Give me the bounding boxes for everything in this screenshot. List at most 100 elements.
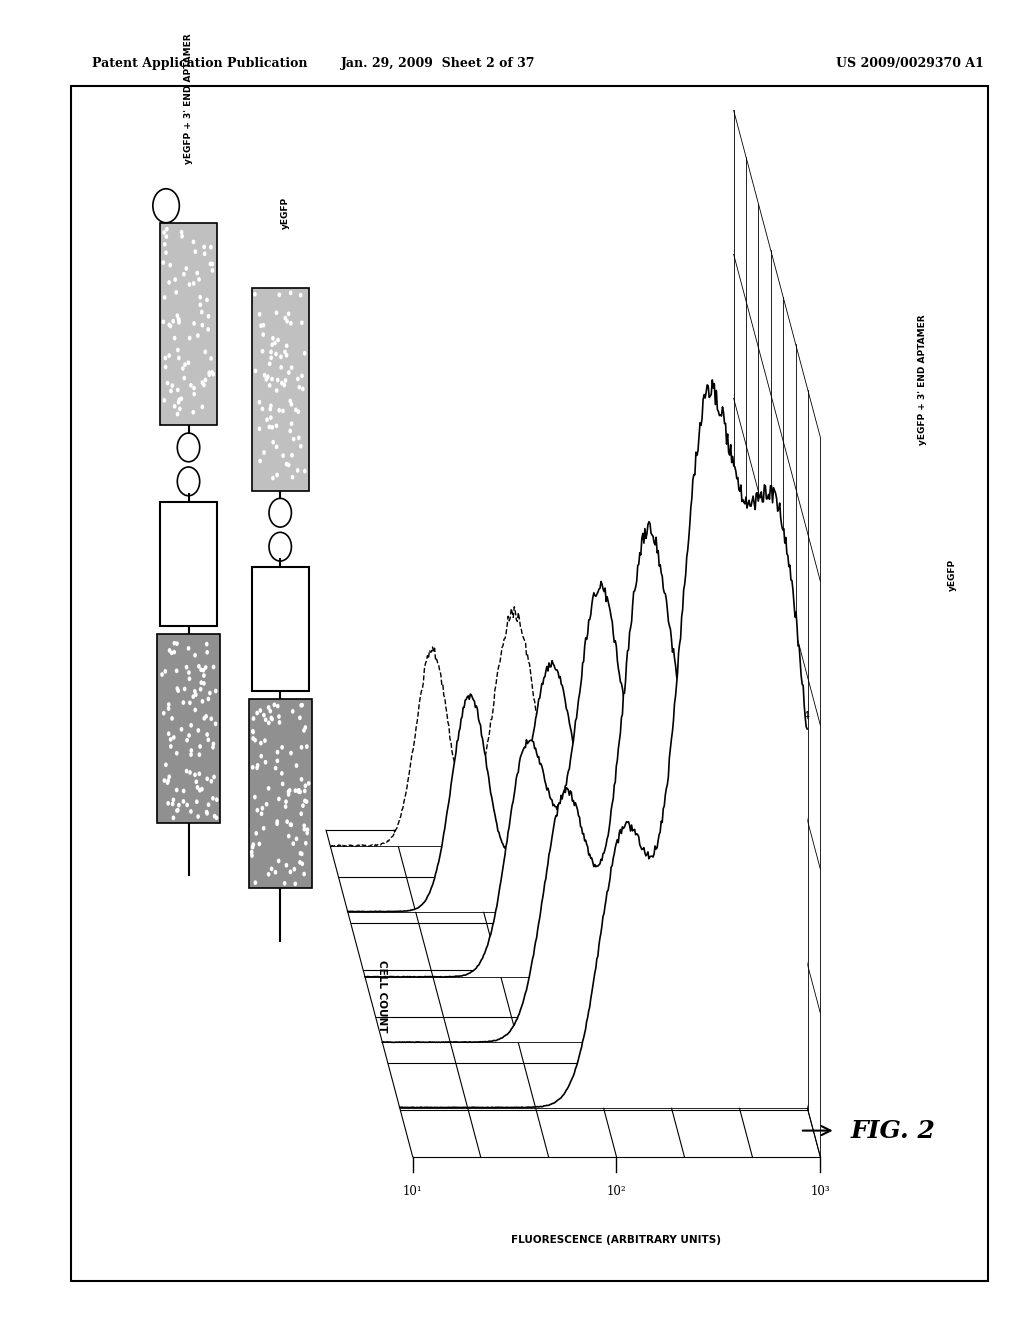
Circle shape xyxy=(302,826,306,832)
Circle shape xyxy=(254,368,257,374)
Circle shape xyxy=(175,313,179,318)
Circle shape xyxy=(300,862,304,866)
Circle shape xyxy=(292,437,296,441)
Circle shape xyxy=(289,822,292,826)
Circle shape xyxy=(189,809,193,814)
Circle shape xyxy=(273,870,278,875)
Circle shape xyxy=(176,808,179,813)
Text: 2: 2 xyxy=(768,656,775,667)
Circle shape xyxy=(211,268,214,273)
Circle shape xyxy=(191,694,196,700)
Circle shape xyxy=(165,234,168,239)
Circle shape xyxy=(182,376,186,380)
Circle shape xyxy=(168,263,172,268)
Circle shape xyxy=(202,383,206,387)
Circle shape xyxy=(198,752,202,756)
Circle shape xyxy=(290,421,294,426)
Circle shape xyxy=(274,445,279,449)
Circle shape xyxy=(164,251,168,255)
Circle shape xyxy=(290,822,293,828)
Circle shape xyxy=(256,763,259,768)
Circle shape xyxy=(267,425,271,429)
Circle shape xyxy=(272,702,276,708)
Circle shape xyxy=(189,383,193,388)
Circle shape xyxy=(202,673,206,678)
Polygon shape xyxy=(365,582,773,977)
Circle shape xyxy=(199,686,203,692)
Circle shape xyxy=(188,770,191,775)
Circle shape xyxy=(194,772,197,777)
Circle shape xyxy=(269,350,272,354)
Circle shape xyxy=(199,302,202,308)
Circle shape xyxy=(285,863,288,867)
Circle shape xyxy=(289,399,292,403)
Circle shape xyxy=(203,715,206,721)
Circle shape xyxy=(199,744,202,748)
Circle shape xyxy=(199,294,202,300)
Circle shape xyxy=(167,731,171,737)
Circle shape xyxy=(187,282,191,286)
Circle shape xyxy=(172,797,175,803)
Circle shape xyxy=(196,333,200,338)
Circle shape xyxy=(167,706,170,711)
Circle shape xyxy=(167,354,171,358)
Circle shape xyxy=(298,861,302,865)
Circle shape xyxy=(172,649,176,655)
Circle shape xyxy=(191,239,196,244)
Circle shape xyxy=(177,803,181,808)
Circle shape xyxy=(289,751,293,755)
Circle shape xyxy=(280,771,284,776)
Circle shape xyxy=(207,314,210,318)
Circle shape xyxy=(275,820,280,824)
Text: 3: 3 xyxy=(784,645,792,656)
Circle shape xyxy=(196,785,200,789)
Text: FLUORESCENCE (ARBITRARY UNITS): FLUORESCENCE (ARBITRARY UNITS) xyxy=(511,1236,722,1245)
Text: 10²: 10² xyxy=(606,1185,627,1199)
Circle shape xyxy=(261,333,265,337)
Circle shape xyxy=(284,378,288,383)
Circle shape xyxy=(268,362,271,366)
Circle shape xyxy=(206,776,209,781)
Circle shape xyxy=(214,689,217,693)
Text: 10³: 10³ xyxy=(810,1185,830,1199)
Circle shape xyxy=(162,260,165,265)
Circle shape xyxy=(258,709,262,713)
Circle shape xyxy=(200,668,203,672)
Circle shape xyxy=(163,779,166,783)
Circle shape xyxy=(209,244,213,249)
Circle shape xyxy=(297,436,301,440)
Circle shape xyxy=(289,290,293,296)
Circle shape xyxy=(263,738,267,743)
Circle shape xyxy=(198,277,201,281)
Circle shape xyxy=(198,771,201,776)
Circle shape xyxy=(251,845,254,850)
Circle shape xyxy=(274,310,279,315)
Circle shape xyxy=(173,404,176,409)
Circle shape xyxy=(181,700,185,705)
Circle shape xyxy=(303,788,306,793)
Circle shape xyxy=(189,752,193,756)
Circle shape xyxy=(169,323,172,329)
Circle shape xyxy=(193,392,196,396)
Circle shape xyxy=(210,717,213,721)
Text: Jan. 29, 2009  Sheet 2 of 37: Jan. 29, 2009 Sheet 2 of 37 xyxy=(341,57,536,70)
Circle shape xyxy=(253,292,257,297)
Circle shape xyxy=(191,281,196,286)
Circle shape xyxy=(191,411,195,414)
Circle shape xyxy=(201,404,204,409)
Circle shape xyxy=(254,880,257,884)
Circle shape xyxy=(267,873,270,876)
Circle shape xyxy=(201,380,204,385)
Circle shape xyxy=(197,729,200,733)
FancyBboxPatch shape xyxy=(252,568,309,692)
Text: US 2009/0029370 A1: US 2009/0029370 A1 xyxy=(836,57,983,70)
Circle shape xyxy=(169,744,173,748)
Circle shape xyxy=(283,880,287,886)
Circle shape xyxy=(203,244,206,249)
Circle shape xyxy=(301,387,305,391)
Circle shape xyxy=(178,407,181,412)
Circle shape xyxy=(176,688,180,693)
Circle shape xyxy=(182,272,185,277)
Circle shape xyxy=(258,459,262,463)
Circle shape xyxy=(200,310,204,314)
